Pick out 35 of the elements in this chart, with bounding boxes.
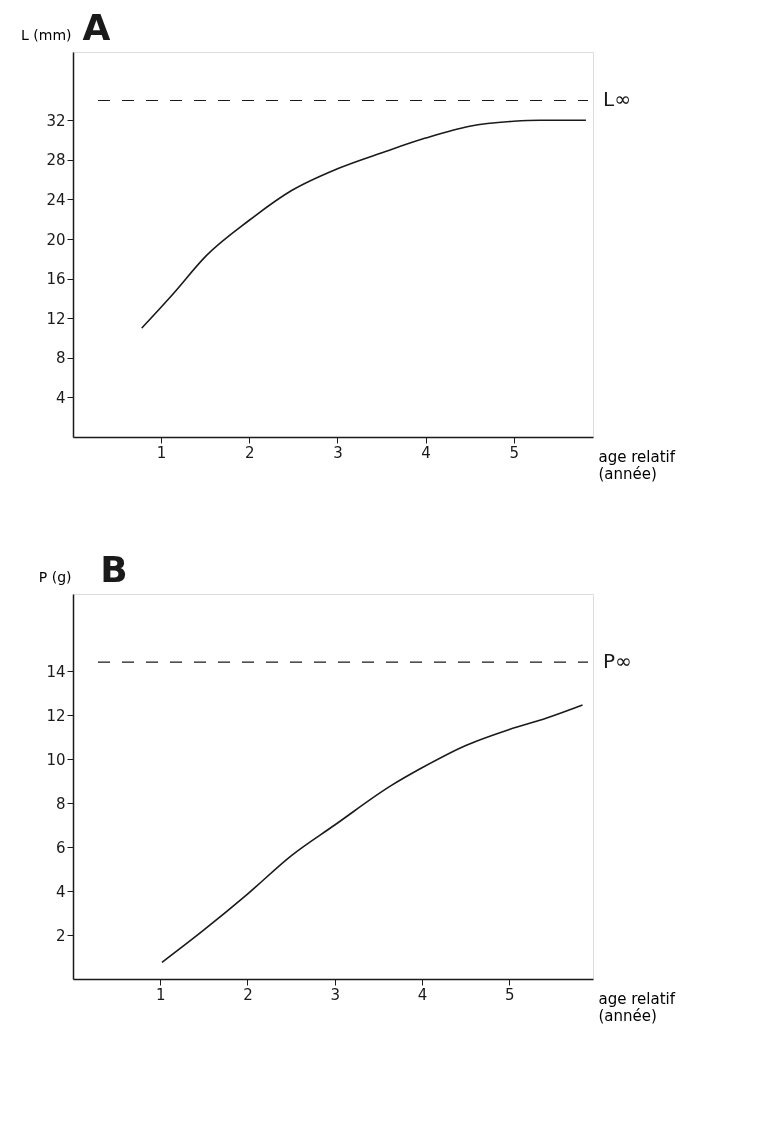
y-tick-label: 28 [46,151,66,170]
y-tick-label: 4 [55,388,66,407]
line-series [140,119,587,329]
y-tick-label: 14 [46,662,66,681]
y-tick-label: 8 [55,349,66,368]
y-tick-label: 8 [55,794,66,813]
x-tick-label: 3 [330,985,341,1004]
chart-title: A [82,7,111,48]
ref-line-label: L∞ [603,87,631,112]
chart-title: B [100,549,128,590]
x-tick-label: 1 [156,443,167,462]
x-tick-label: 4 [421,443,431,462]
y-tick-label: 2 [55,926,66,945]
x-tick-label: 4 [417,985,428,1004]
y-axis-title: P (g) [38,568,72,585]
x-tick-label: 5 [504,985,515,1004]
y-tick-label: 6 [55,838,66,857]
y-tick-label: 4 [55,882,66,901]
y-tick-label: 24 [46,190,66,209]
y-tick-label: 32 [46,111,66,130]
y-tick-label: 16 [46,270,66,289]
y-axis-title: L (mm) [21,26,72,43]
x-tick-label: 2 [243,985,253,1004]
ref-line-label: P∞ [603,649,632,674]
x-axis-title: age relatif (année) [598,989,676,1025]
y-tick-label: 20 [46,230,66,249]
x-tick-label: 3 [333,443,343,462]
x-tick-label: 5 [509,443,519,462]
x-tick-label: 1 [155,985,166,1004]
x-axis-title: age relatif (année) [598,447,676,483]
y-tick-label: 12 [46,309,66,328]
x-tick-label: 2 [245,443,255,462]
y-tick-label: 12 [46,706,66,725]
line-series [161,704,584,964]
y-tick-label: 10 [46,750,66,769]
